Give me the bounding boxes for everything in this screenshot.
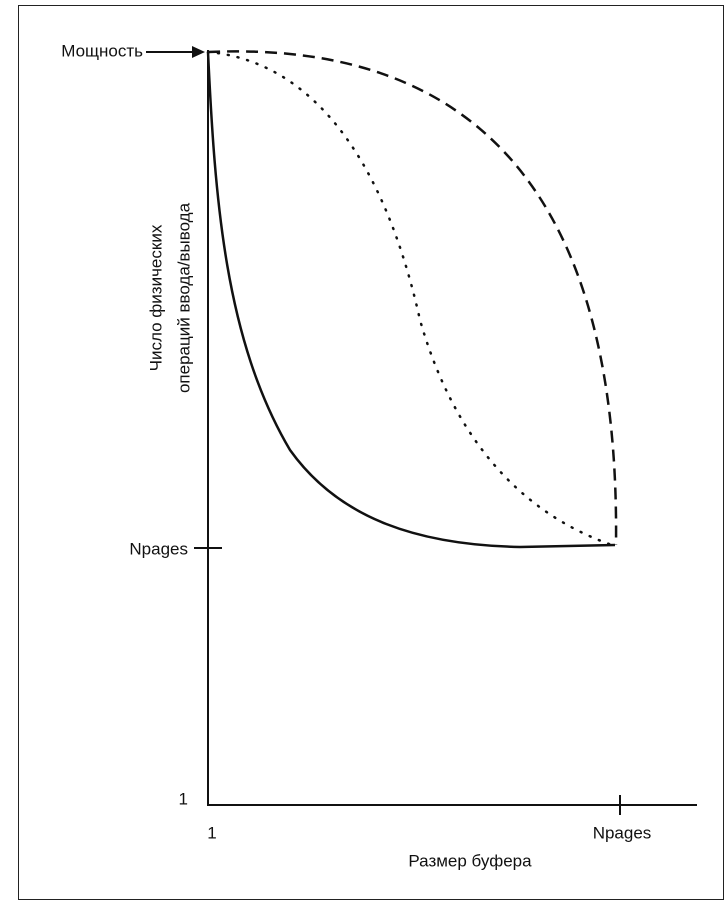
y-bottom-label: 1 — [179, 789, 188, 808]
y-top-label: Мощность — [61, 41, 143, 60]
y-mid-label: Npages — [129, 539, 188, 558]
dotted-curve — [206, 50, 614, 547]
x-axis-label: Размер буфера — [408, 851, 532, 870]
arrow-head — [192, 46, 205, 58]
y-axis-label-line: Число физических — [146, 224, 165, 371]
x-left-label: 1 — [207, 823, 216, 842]
frame — [18, 5, 724, 900]
y-axis-label-line: операций ввода/вывода — [174, 202, 193, 393]
x-right-label: Npages — [593, 823, 652, 842]
solid-curve — [206, 51, 616, 549]
dashed-curve — [207, 50, 618, 546]
y-axis-label: Число физических операций ввода/вывода — [146, 202, 193, 393]
